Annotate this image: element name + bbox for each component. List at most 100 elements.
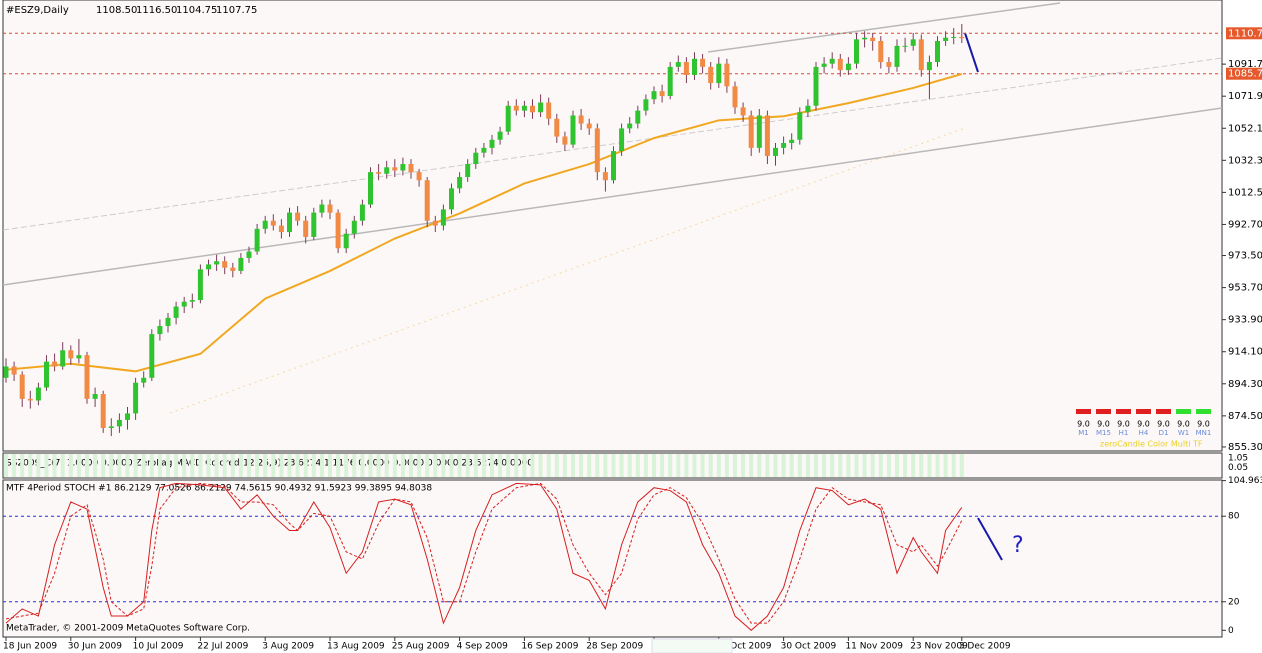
candle-body (659, 91, 665, 97)
candle-body (943, 37, 949, 41)
candle-body (35, 387, 41, 401)
candle-body (125, 413, 130, 420)
candle-body (602, 172, 608, 181)
macd-stripe (652, 454, 656, 477)
candle-body (254, 228, 260, 252)
macd-tick-label: 1.05 (1228, 454, 1248, 464)
tf-value: 9.0 (1157, 420, 1170, 429)
candle-body (424, 180, 430, 221)
macd-stripe (222, 454, 227, 477)
header: #ESZ9,Daily (6, 5, 69, 16)
macd-title: SS2009_C(7) 1.0000 0.0000 ZeroLag MACD C… (6, 459, 533, 469)
x-tick-label: 25 Aug 2009 (392, 642, 450, 652)
macd-stripe (125, 454, 130, 477)
macd-stripe (465, 454, 470, 477)
trend-line (2, 57, 1223, 231)
price-tag-label: 1110.74 (1228, 28, 1262, 39)
tf-value: 9.0 (1117, 420, 1130, 429)
price-tag-label: 1085.78 (1228, 69, 1262, 80)
x-tick-label: 16 Sep 2009 (521, 642, 578, 652)
x-tick-label: 13 Aug 2009 (327, 642, 385, 652)
candle-body (854, 39, 859, 64)
macd-stripe (279, 454, 284, 477)
candle-body (400, 164, 406, 171)
candle-body (845, 63, 851, 71)
projection (964, 32, 979, 73)
y-tick-label: 855.30 (1228, 442, 1262, 453)
x-tick-label: 4 Sep 2009 (457, 642, 509, 652)
macd-stripe (935, 454, 940, 477)
macd-stripe (635, 454, 640, 477)
candle-body (465, 164, 471, 177)
candle-body (84, 355, 90, 399)
candle-body (530, 105, 535, 113)
projection (977, 517, 1003, 561)
macd-stripe (376, 454, 381, 477)
candle-body (262, 220, 268, 229)
macd-stripe (554, 454, 559, 477)
candle-body (116, 419, 122, 427)
x-tick-label: 3 Aug 2009 (262, 642, 314, 652)
candle-body (692, 58, 697, 75)
macd-stripe (214, 454, 219, 477)
macd-stripe (765, 454, 770, 477)
candle-body (100, 393, 106, 429)
macd-stripe (805, 454, 810, 477)
candle-body (197, 269, 203, 301)
macd-stripe (911, 454, 916, 477)
macd-stripe (700, 454, 705, 477)
macd-stripe (595, 454, 600, 477)
candle-body (773, 147, 778, 156)
macd-stripe (943, 454, 948, 477)
candle-body (538, 102, 544, 113)
macd-stripe (587, 454, 592, 477)
candle-body (651, 91, 657, 100)
macd-stripe (441, 454, 446, 477)
candle-body (764, 115, 770, 156)
candle-body (68, 350, 74, 359)
candle-body (3, 366, 9, 378)
candle-body (489, 139, 495, 148)
macd-stripe (417, 454, 422, 477)
macd-stripe (919, 454, 924, 477)
macd-stripe (490, 454, 494, 477)
macd-stripe (676, 454, 681, 477)
x-tick-label: 18 Jun 2009 (3, 642, 57, 652)
tf-swatch (1136, 409, 1151, 414)
candle-body (368, 172, 373, 205)
macd-stripe (562, 454, 567, 477)
candle-body (870, 37, 876, 41)
stoch-tick-label: 20 (1228, 597, 1240, 607)
symbol: #ESZ9,Daily (6, 5, 69, 16)
candle-body (181, 301, 187, 307)
candle-body (643, 99, 649, 111)
macd-stripe (392, 454, 397, 477)
tf-value: 9.0 (1077, 420, 1090, 429)
candle-body (141, 377, 147, 383)
macd-stripe (36, 454, 41, 477)
stoch-tick-label: 80 (1228, 512, 1240, 522)
candle-body (173, 306, 179, 318)
main-panel (2, 0, 1223, 452)
macd-stripe (538, 454, 543, 477)
ohlc-value: 1107.75 (216, 5, 257, 16)
macd-stripe (733, 454, 737, 477)
x-tick-label: 30 Jun 2009 (68, 642, 122, 652)
candle-body (165, 317, 171, 326)
candle-body (222, 261, 228, 268)
candle-body (554, 118, 560, 137)
macd-stripe (368, 454, 373, 477)
candle-body (594, 128, 600, 173)
macd-stripe (287, 454, 292, 477)
tf-caption: zeroCandle Color Multi TF (1100, 440, 1203, 449)
macd-stripe (660, 454, 665, 477)
price-tag (1226, 27, 1262, 40)
candle-body (76, 355, 82, 359)
candle-body (926, 62, 932, 71)
macd-stripe (190, 454, 195, 477)
tf-value: 9.0 (1137, 420, 1150, 429)
candle-body (513, 105, 519, 111)
macd-stripe (295, 454, 300, 477)
macd-stripe (76, 454, 81, 477)
